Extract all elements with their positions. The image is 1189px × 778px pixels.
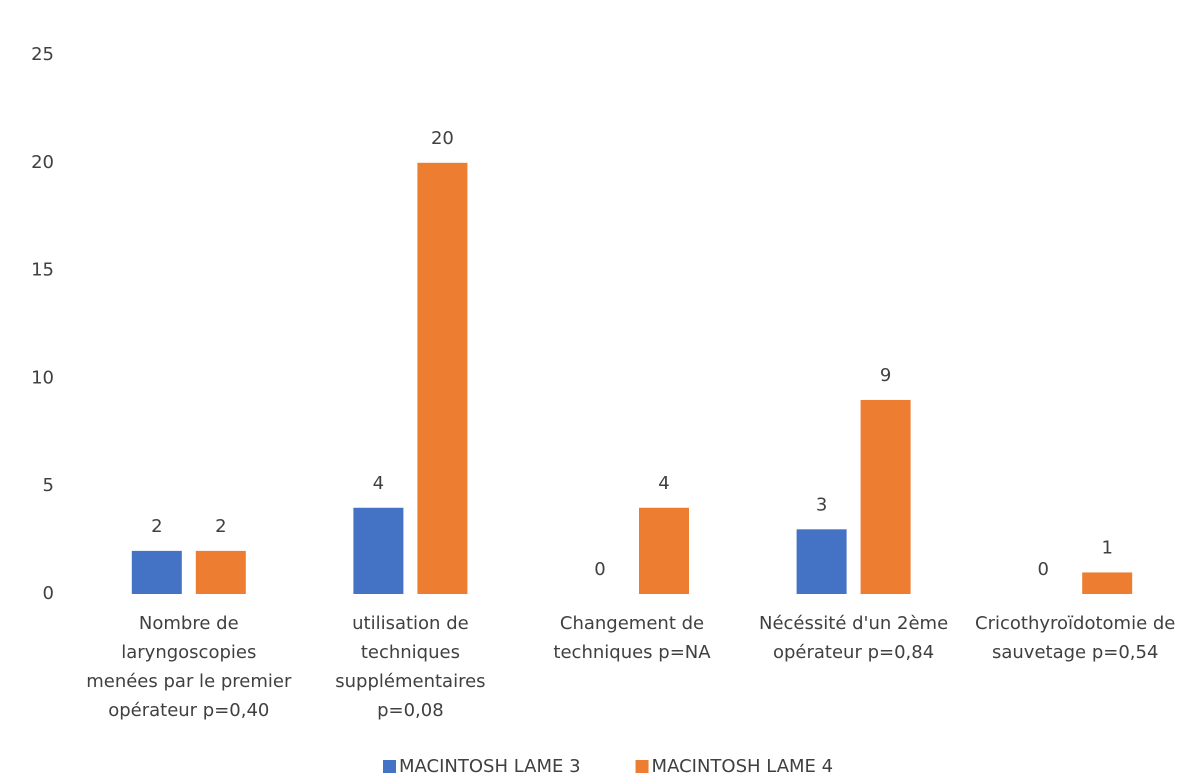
y-tick-label: 15	[31, 260, 54, 281]
bar	[860, 399, 911, 594]
x-tick-label: laryngoscopies	[121, 642, 256, 663]
bar	[131, 550, 182, 594]
x-tick-label: Changement de	[560, 613, 704, 634]
legend-label: MACINTOSH LAME 3	[399, 756, 581, 777]
bar	[1082, 572, 1133, 594]
x-tick-label: techniques	[361, 642, 460, 663]
x-tick-label: Cricothyroïdotomie de	[975, 613, 1175, 634]
data-label: 3	[816, 494, 827, 515]
data-label: 9	[880, 365, 891, 386]
data-label: 2	[215, 516, 226, 537]
legend-swatch	[383, 760, 396, 773]
bar	[796, 529, 847, 594]
data-label: 0	[1037, 559, 1048, 580]
data-label: 0	[594, 559, 605, 580]
data-label: 4	[658, 473, 669, 494]
data-label: 20	[431, 128, 454, 149]
x-tick-label: opérateur p=0,40	[108, 700, 269, 721]
y-tick-label: 10	[31, 367, 54, 388]
data-label: 2	[151, 516, 162, 537]
x-tick-label: menées par le premier	[86, 671, 292, 692]
data-label: 1	[1101, 537, 1112, 558]
x-tick-label: Nombre de	[139, 613, 239, 634]
x-tick-label: Nécéssité d'un 2ème	[759, 613, 948, 634]
y-tick-label: 0	[43, 583, 54, 604]
x-tick-label: p=0,08	[377, 700, 444, 721]
x-tick-label: utilisation de	[352, 613, 469, 634]
x-tick-label: opérateur p=0,84	[773, 642, 934, 663]
x-tick-label: sauvetage p=0,54	[992, 642, 1158, 663]
x-tick-label: techniques p=NA	[553, 642, 711, 663]
y-tick-label: 5	[43, 475, 54, 496]
y-tick-label: 25	[31, 44, 54, 65]
x-tick-label: supplémentaires	[335, 671, 485, 692]
bar	[639, 507, 689, 594]
bar	[195, 550, 246, 594]
legend-swatch	[635, 760, 649, 773]
y-tick-label: 20	[31, 152, 54, 173]
data-label: 4	[373, 473, 384, 494]
bar	[353, 507, 404, 594]
legend-label: MACINTOSH LAME 4	[652, 756, 834, 777]
bar	[417, 162, 468, 595]
